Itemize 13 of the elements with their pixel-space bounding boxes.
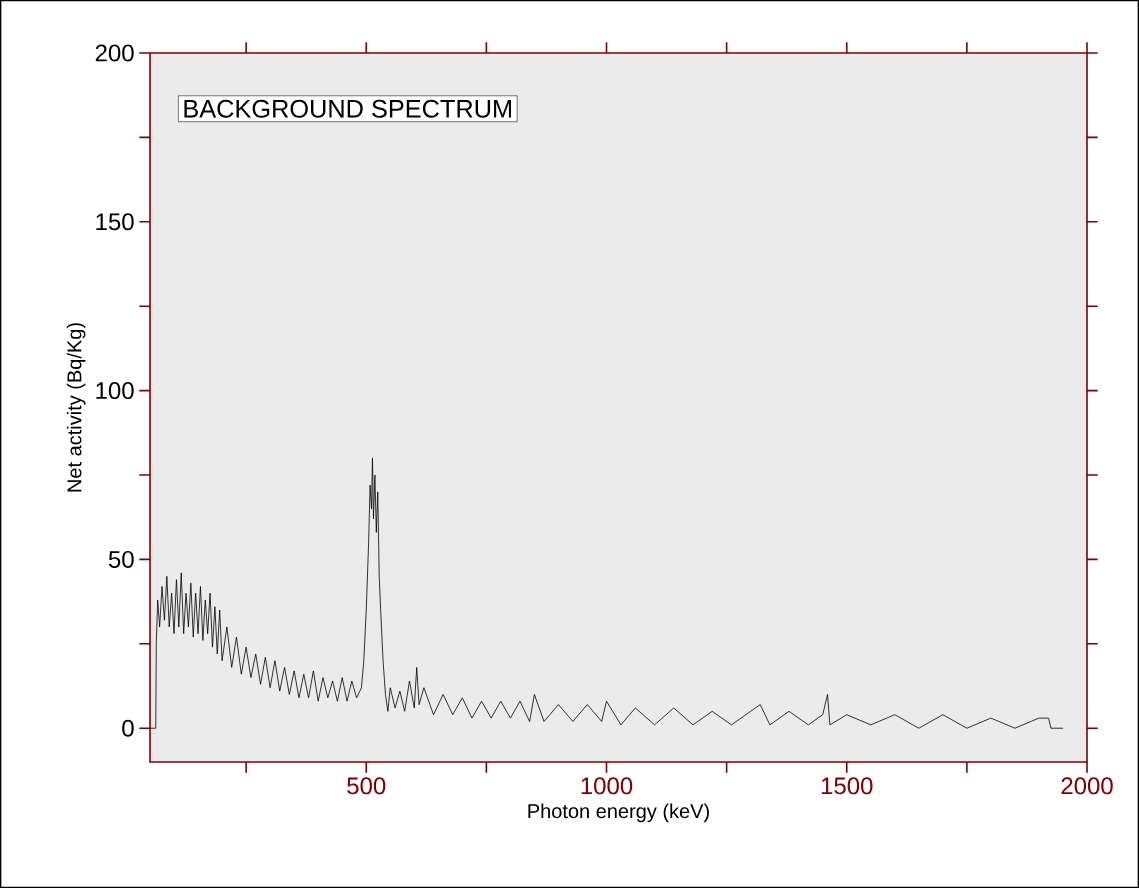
- y-tick-label: 150: [96, 213, 134, 231]
- x-tick-label: 2000: [1061, 777, 1113, 795]
- x-tick-label: 1000: [581, 777, 633, 795]
- y-tick-label: 100: [96, 382, 134, 400]
- y-axis-title: Net activity (Bq/Kg): [66, 323, 86, 492]
- x-tick-label: 500: [347, 777, 386, 795]
- y-tick-label: 50: [108, 550, 134, 568]
- line-series: [150, 457, 1064, 729]
- y-tick-label: 200: [95, 44, 134, 62]
- annotation: BACKGROUND SPECTRUM: [184, 99, 512, 118]
- x-tick-label: 1500: [821, 777, 873, 795]
- x-axis-title: Photon energy (keV): [528, 803, 709, 823]
- y-tick-label: 0: [122, 719, 134, 737]
